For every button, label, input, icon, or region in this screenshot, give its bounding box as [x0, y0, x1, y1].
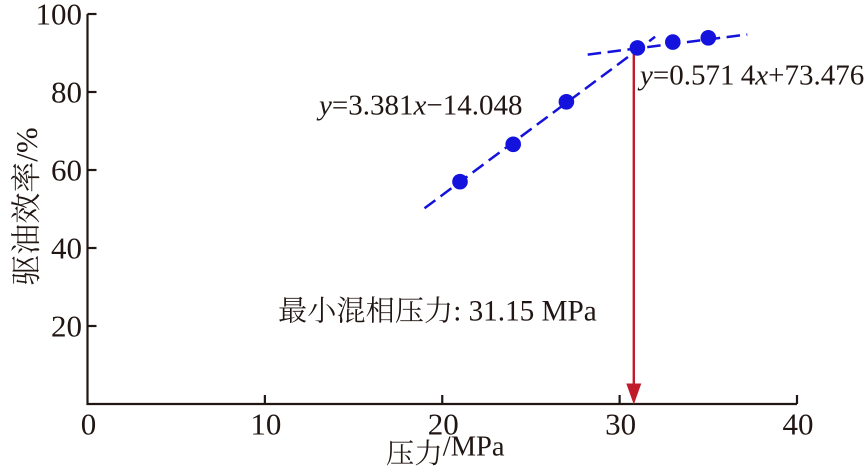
svg-text:60: 60: [51, 153, 82, 188]
svg-text:y=3.381x−14.048: y=3.381x−14.048: [316, 90, 522, 122]
svg-text:80: 80: [51, 75, 82, 110]
svg-text:40: 40: [783, 406, 814, 441]
svg-text:0: 0: [81, 406, 97, 441]
svg-text:30: 30: [605, 406, 636, 441]
svg-text:20: 20: [428, 406, 459, 441]
svg-text:10: 10: [250, 406, 281, 441]
svg-text:20: 20: [51, 309, 82, 344]
svg-text:40: 40: [51, 231, 82, 266]
svg-text:/%: /%: [9, 127, 44, 161]
svg-text:100: 100: [36, 0, 83, 32]
svg-text:/MPa: /MPa: [443, 432, 505, 463]
svg-text:: 31.15 MPa: : 31.15 MPa: [453, 296, 597, 328]
svg-text:y=0.571 4x+73.476: y=0.571 4x+73.476: [637, 60, 864, 92]
